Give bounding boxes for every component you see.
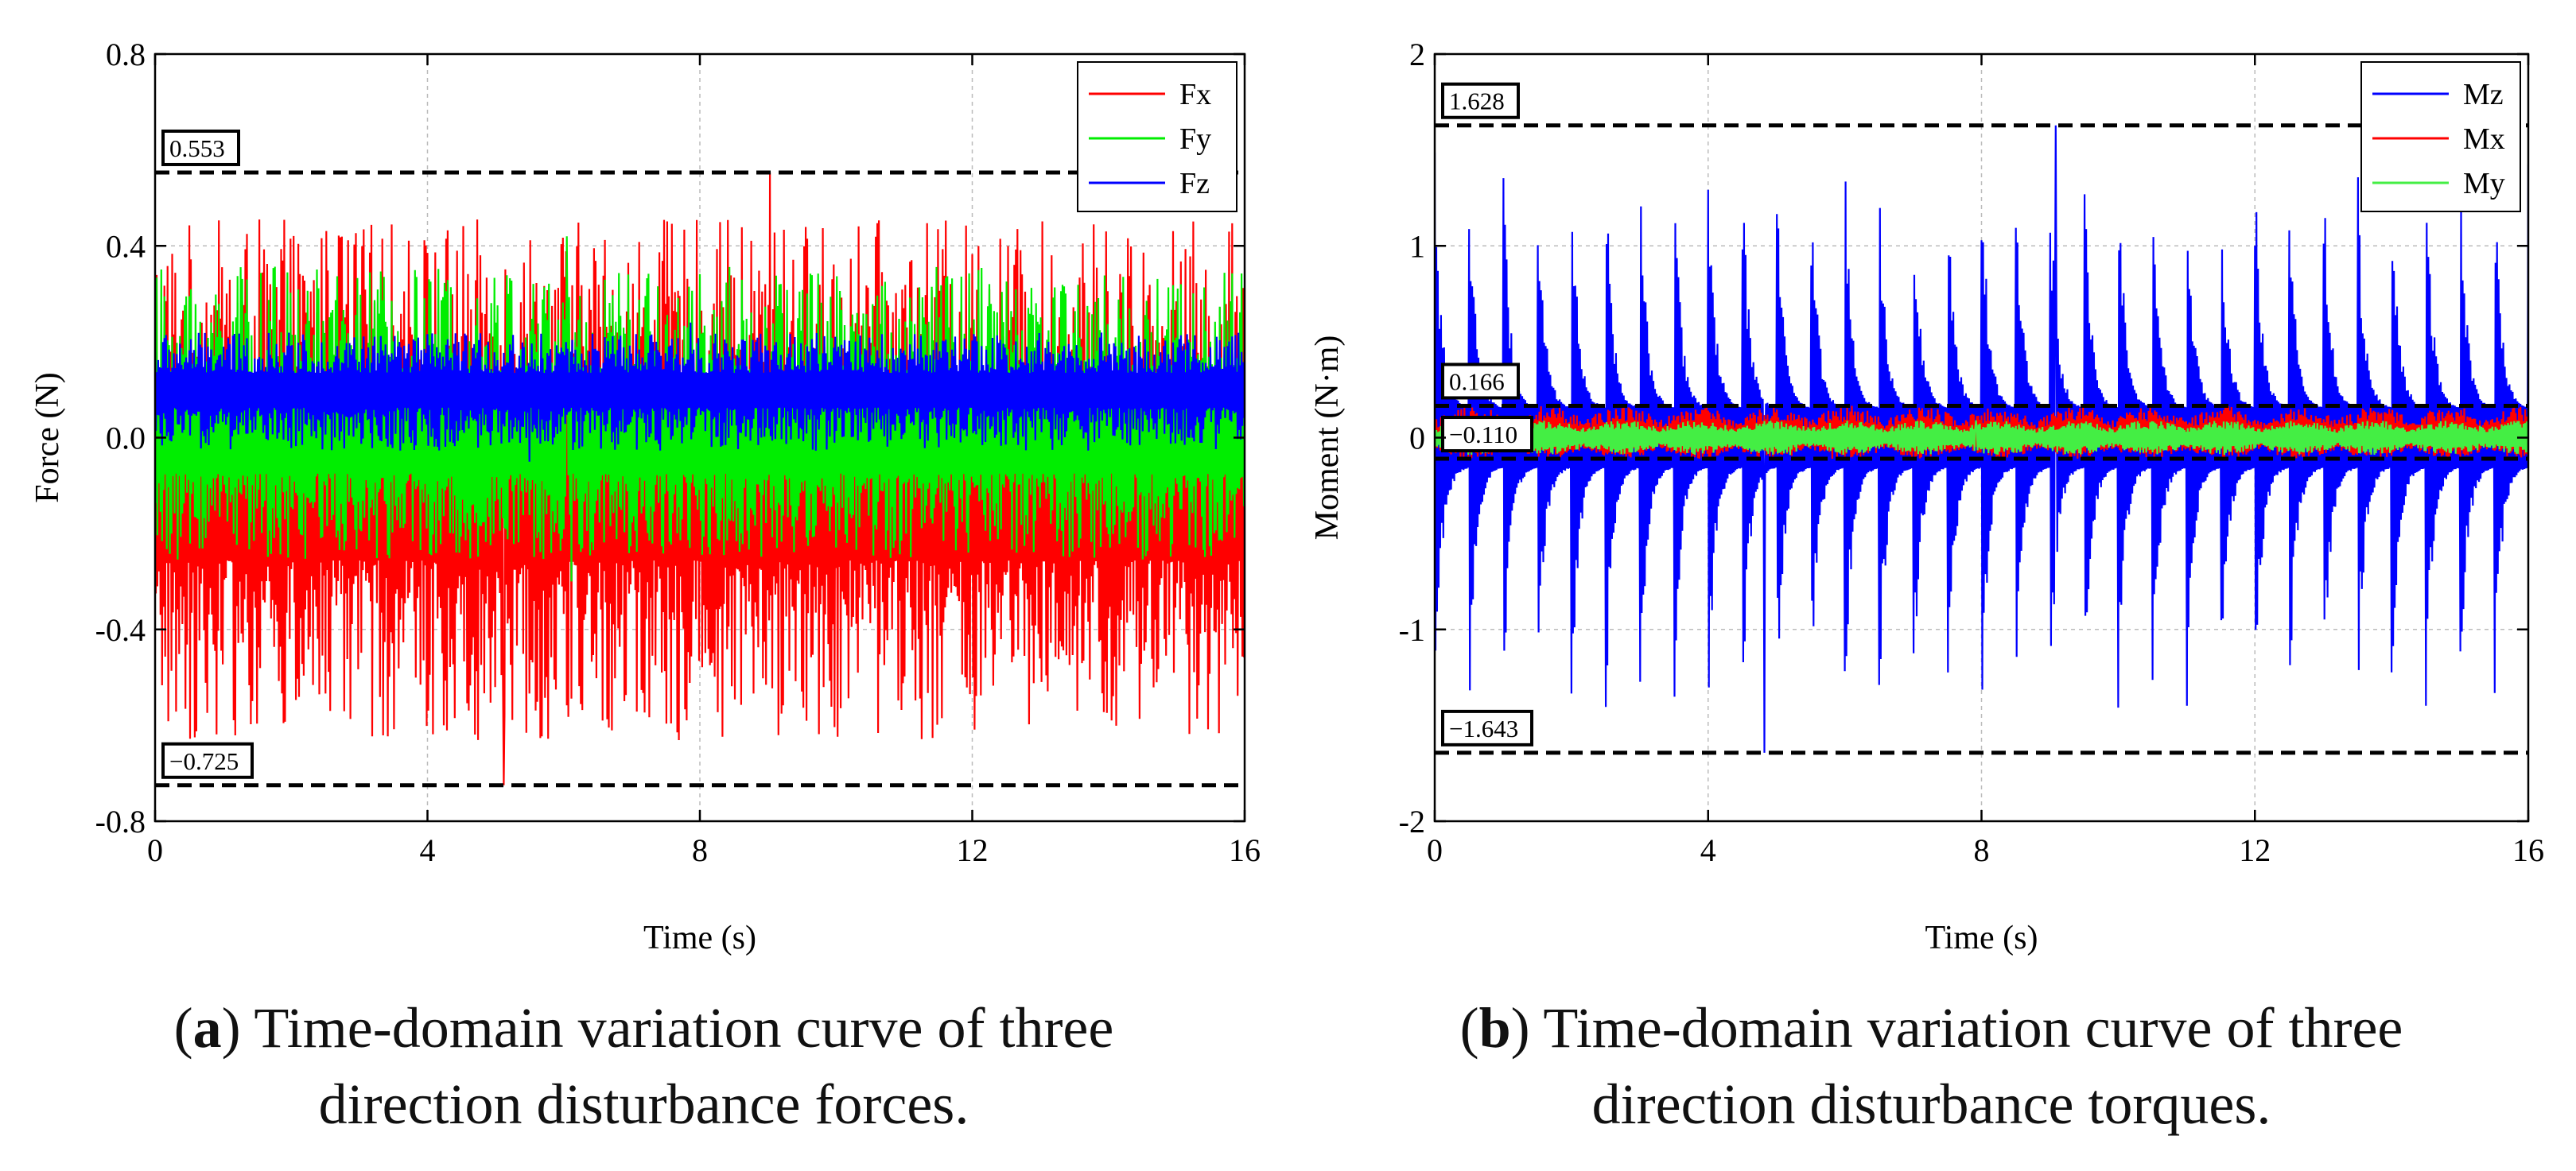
legend-box (1077, 61, 1237, 212)
reference-label: −0.110 (1449, 421, 1517, 448)
caption-line1-a: Time-domain variation curve of three (254, 996, 1114, 1060)
reference-label-box (1441, 416, 1533, 453)
series-group (155, 172, 1245, 785)
caption-b: (b) Time-domain variation curve of three… (1288, 990, 2575, 1142)
panel-b: 1.628 0.166 −0.110 −1.643 0 4 8 12 16 -2 -1 0 1 2 Time… (1288, 0, 2575, 1171)
x-tick-label: 4 (1700, 832, 1716, 868)
legend-label-fy: Fy (1179, 122, 1211, 156)
series-line-my (1435, 420, 2528, 456)
x-axis-label: Time (s) (643, 920, 756, 956)
x-tick-label: 0 (1427, 832, 1443, 868)
reference-label-box (161, 742, 254, 779)
caption-letter-a: a (192, 996, 222, 1060)
caption-line2-b: direction disturbance torques. (1591, 1072, 2271, 1136)
reference-label-box (1441, 709, 1533, 746)
x-tick-label: 4 (420, 832, 436, 868)
x-tick-label: 12 (2239, 832, 2271, 868)
series-line-fz (155, 322, 1245, 462)
y-axis-label: Moment (N·m) (1309, 335, 1346, 541)
y-tick-label: -2 (1399, 804, 1425, 839)
legend-label-my: My (2463, 167, 2505, 200)
x-tick-label: 8 (692, 832, 708, 868)
reference-label: −0.725 (169, 747, 239, 775)
legend-label-mx: Mx (2463, 122, 2505, 156)
force-chart: 0.553 −0.725 0 4 8 12 16 -0.8 -0.4 0.0 0.4 0.8 Time … (29, 37, 1261, 956)
y-tick-label: -0.4 (95, 612, 146, 648)
x-tick-label: 16 (2512, 832, 2544, 868)
x-tick-label: 12 (957, 832, 989, 868)
x-tick-label: 8 (1974, 832, 1990, 868)
reference-label: 1.628 (1449, 87, 1505, 115)
y-tick-label: -1 (1399, 612, 1425, 648)
y-axis-label: Force (N) (29, 372, 66, 502)
series-group (1435, 125, 2528, 753)
reference-label-box (1441, 363, 1520, 400)
y-tick-label: 0 (1409, 421, 1425, 456)
caption-line1-b: Time-domain variation curve of three (1543, 996, 2403, 1060)
y-tick-label: 1 (1409, 228, 1425, 264)
series-line-fy (155, 236, 1245, 582)
y-tick-label: 0.0 (106, 421, 146, 456)
caption-a: (a) Time-domain variation curve of three… (0, 990, 1288, 1142)
x-tick-label: 16 (1229, 832, 1261, 868)
panel-a: 0.553 −0.725 0 4 8 12 16 -0.8 -0.4 0.0 0.4 0.8 Time … (0, 37, 1288, 1142)
reference-label: −1.643 (1449, 715, 1518, 743)
legend-label-fz: Fz (1179, 167, 1210, 200)
reference-label: 0.166 (1449, 367, 1505, 395)
caption-letter-b: b (1478, 996, 1511, 1060)
x-axis-label: Time (s) (1925, 920, 2038, 956)
reference-label-box (1441, 82, 1520, 119)
y-tick-label: -0.8 (95, 804, 146, 839)
y-tick-label: 0.8 (106, 37, 146, 72)
legend-label-fx: Fx (1179, 78, 1211, 111)
reference-label: 0.553 (169, 134, 225, 162)
x-tick-label: 0 (147, 832, 163, 868)
caption-line2-a: direction disturbance forces. (318, 1072, 969, 1136)
legend-box (2360, 61, 2521, 212)
y-tick-label: 0.4 (106, 228, 146, 264)
legend-label-mz: Mz (2463, 78, 2504, 111)
reference-label-box (161, 129, 240, 166)
y-tick-label: 2 (1409, 37, 1425, 72)
